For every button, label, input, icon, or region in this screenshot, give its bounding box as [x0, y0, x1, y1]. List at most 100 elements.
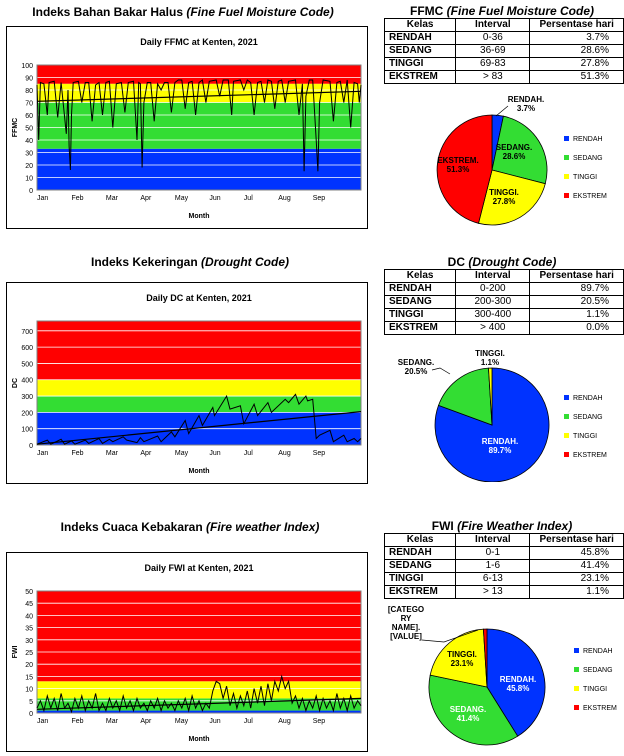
ffmc-y-tick-label: 40 [25, 138, 33, 145]
header-persentase: Persentase hari [529, 18, 624, 32]
fwi-pie-legend-swatch [574, 648, 579, 653]
dc-y-tick-label: 700 [21, 329, 33, 336]
dc-x-tick-label: Sep [313, 450, 326, 457]
ffmc-x-tick-label: Mar [106, 195, 119, 202]
dc-table-title: DC (Drought Code) [447, 255, 557, 269]
cell-interval: 1-6 [455, 559, 531, 573]
dc-y-axis-label: DC [12, 378, 19, 388]
table-row: TINGGI 6-13 23.1% [383, 572, 624, 586]
fwi-y-tick-label: 25 [25, 650, 33, 657]
fwi-class-table: Kelas Interval Persentase hari RENDAH 0-1… [383, 533, 624, 599]
table-row: TINGGI 300-400 1.1% [383, 308, 624, 322]
dc-series-trend [36, 411, 362, 445]
fwi-x-tick-label: Mar [106, 718, 119, 725]
table-row: TINGGI 69-83 27.8% [383, 57, 624, 71]
ffmc-band-tinggi [37, 83, 361, 103]
dc-pie-legend-swatch [564, 395, 569, 400]
fwi-pie-slice-sedang [428, 674, 519, 746]
cell-kelas: EKSTREM [383, 585, 457, 599]
cell-persen: 1.1% [529, 585, 624, 599]
ffmc-y-tick-label: 70 [25, 101, 33, 108]
ffmc-y-tick-label: 60 [25, 113, 33, 120]
fwi-y-tick-label: 15 [25, 674, 33, 681]
fwi-y-tick-label: 40 [25, 613, 33, 620]
dc-x-tick-label: May [175, 450, 189, 457]
ffmc-pie-slice-tinggi [478, 169, 546, 226]
table-header-row: Kelas Interval Persentase hari [383, 533, 624, 547]
fwi-band-rendah [37, 710, 361, 713]
header-persentase: Persentase hari [529, 533, 624, 547]
ffmc-pie-legend-label: EKSTREM [573, 193, 607, 200]
ffmc-pie-legend-swatch [564, 155, 569, 160]
dc-x-tick-label: Jan [37, 450, 48, 457]
fwi-y-tick-label: 5 [29, 699, 33, 706]
ffmc-pie-slice-ekstrem [436, 114, 493, 224]
fwi-x-tick-label: Aug [278, 718, 291, 725]
table-header-row: Kelas Interval Persentase hari [383, 269, 624, 283]
cell-kelas: EKSTREM [383, 70, 457, 84]
fwi-x-tick-label: Apr [140, 718, 152, 725]
fwi-line-chart: Daily FWI at Kenten, 2021 0 5 10 15 20 25 30 35 4… [6, 552, 368, 752]
ffmc-y-tick-label: 100 [21, 63, 33, 70]
ffmc-band-sedang [37, 102, 361, 149]
dc-y-tick-label: 300 [21, 394, 33, 401]
dc-pie-data-label: RENDAH. 89.7% [482, 437, 518, 455]
ffmc-series-ffmc [36, 79, 362, 172]
fwi-x-tick-label: Feb [71, 718, 83, 725]
cell-interval: > 13 [455, 585, 531, 599]
ffmc-x-tick-label: Feb [71, 195, 83, 202]
dc-y-tick-label: 600 [21, 345, 33, 352]
fwi-band-ekstrem [37, 591, 361, 682]
dc-pie-legend-swatch [564, 433, 569, 438]
ffmc-y-tick-label: 80 [25, 88, 33, 95]
cell-persen: 89.7% [529, 282, 624, 296]
cell-kelas: EKSTREM [383, 321, 457, 335]
ffmc-y-tick-label: 10 [25, 176, 33, 183]
dc-pie-legend-swatch [564, 452, 569, 457]
ffmc-x-tick-label: Jan [37, 195, 48, 202]
cell-persen: 1.1% [529, 308, 624, 322]
table-row: RENDAH 0-200 89.7% [383, 282, 624, 296]
fwi-line-chart-svg: Daily FWI at Kenten, 2021 0 5 10 15 20 25 30 35 4… [12, 563, 362, 743]
fwi-pie-legend-swatch [574, 667, 579, 672]
fwi-pie-slice-ekstrem [482, 628, 488, 688]
dc-x-tick-label: Jul [244, 450, 253, 457]
dc-x-tick-label: Feb [71, 450, 83, 457]
dc-pie-legend-label: TINGGI [573, 433, 597, 440]
cell-kelas: TINGGI [383, 57, 457, 71]
fwi-pie-legend-label: SEDANG [583, 667, 613, 674]
table-row: SEDANG 1-6 41.4% [383, 559, 624, 573]
dc-x-axis-label: Month [189, 468, 210, 475]
ffmc-x-tick-label: Jul [244, 195, 253, 202]
ffmc-y-tick-label: 90 [25, 76, 33, 83]
fwi-section-title: Indeks Cuaca Kebakaran (Fire weather Ind… [60, 520, 320, 534]
table-row: EKSTREM > 400 0.0% [383, 321, 624, 335]
dc-band-sedang [37, 396, 361, 413]
fwi-pie-legend-label: RENDAH [583, 648, 613, 655]
fwi-x-tick-label: Sep [313, 718, 326, 725]
ffmc-plot-frame [36, 64, 362, 191]
dc-band-ekstrem [37, 321, 361, 380]
fwi-series-fwi [36, 674, 362, 714]
ffmc-x-tick-label: Jun [209, 195, 220, 202]
cell-persen: 20.5% [529, 295, 624, 309]
table-header-row: Kelas Interval Persentase hari [383, 18, 624, 32]
header-interval: Interval [455, 269, 531, 283]
ffmc-section-title: Indeks Bahan Bakar Halus (Fine Fuel Mois… [32, 5, 334, 19]
header-interval: Interval [455, 18, 531, 32]
fwi-pie-legend-swatch [574, 705, 579, 710]
fwi-pie-data-label: [CATEGO RY NAME]. [VALUE] [388, 605, 424, 641]
dc-pie-legend-swatch [564, 414, 569, 419]
cell-persen: 41.4% [529, 559, 624, 573]
cell-interval: > 83 [455, 70, 531, 84]
cell-interval: > 400 [455, 321, 531, 335]
cell-persen: 3.7% [529, 31, 624, 45]
dc-pie-legend-label: EKSTREM [573, 452, 607, 459]
fwi-y-tick-label: 30 [25, 638, 33, 645]
ffmc-pie-data-label: SEDANG. 28.6% [496, 143, 532, 161]
dc-section-title: Indeks Kekeringan (Drought Code) [90, 255, 290, 269]
fwi-plot-frame [36, 590, 362, 714]
dc-line-chart-svg: Daily DC at Kenten, 2021 0 100 200 300 400 500… [12, 293, 362, 475]
fwi-pie-slice-rendah [486, 628, 546, 737]
fwi-pie-chart: RENDAH. 45.8% SEDANG. 41.4% TINGGI. 23.1% [CAT… [388, 605, 617, 746]
